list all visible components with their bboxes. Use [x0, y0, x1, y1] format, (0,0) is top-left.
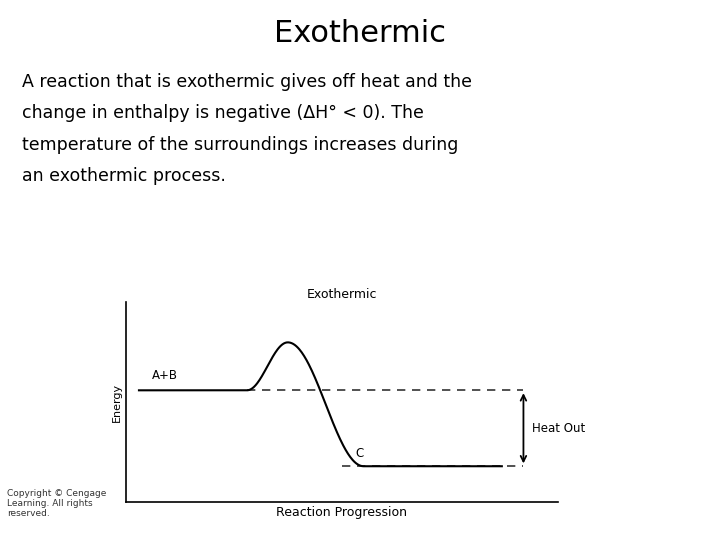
- Text: A reaction that is exothermic gives off heat and the: A reaction that is exothermic gives off …: [22, 73, 472, 91]
- Text: Exothermic: Exothermic: [274, 19, 446, 48]
- Text: temperature of the surroundings increases during: temperature of the surroundings increase…: [22, 136, 458, 153]
- Text: an exothermic process.: an exothermic process.: [22, 167, 225, 185]
- Text: Copyright © Cengage
Learning. All rights
reserved.: Copyright © Cengage Learning. All rights…: [7, 489, 107, 518]
- Text: change in enthalpy is negative (ΔH° < 0). The: change in enthalpy is negative (ΔH° < 0)…: [22, 104, 423, 122]
- Y-axis label: Energy: Energy: [112, 383, 122, 422]
- Text: Heat Out: Heat Out: [532, 422, 585, 435]
- Title: Exothermic: Exothermic: [307, 288, 377, 301]
- Text: A+B: A+B: [152, 369, 178, 382]
- Text: C: C: [355, 447, 363, 460]
- X-axis label: Reaction Progression: Reaction Progression: [276, 507, 408, 519]
